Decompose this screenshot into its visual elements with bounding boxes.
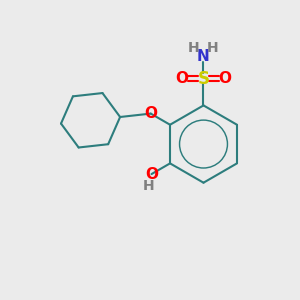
Text: H: H [207,41,219,55]
Text: O: O [176,71,189,86]
Text: H: H [188,41,200,55]
Text: O: O [144,106,157,121]
Text: O: O [145,167,158,182]
Text: O: O [218,71,231,86]
Text: H: H [143,179,154,193]
Text: S: S [197,70,209,88]
Text: N: N [197,49,210,64]
